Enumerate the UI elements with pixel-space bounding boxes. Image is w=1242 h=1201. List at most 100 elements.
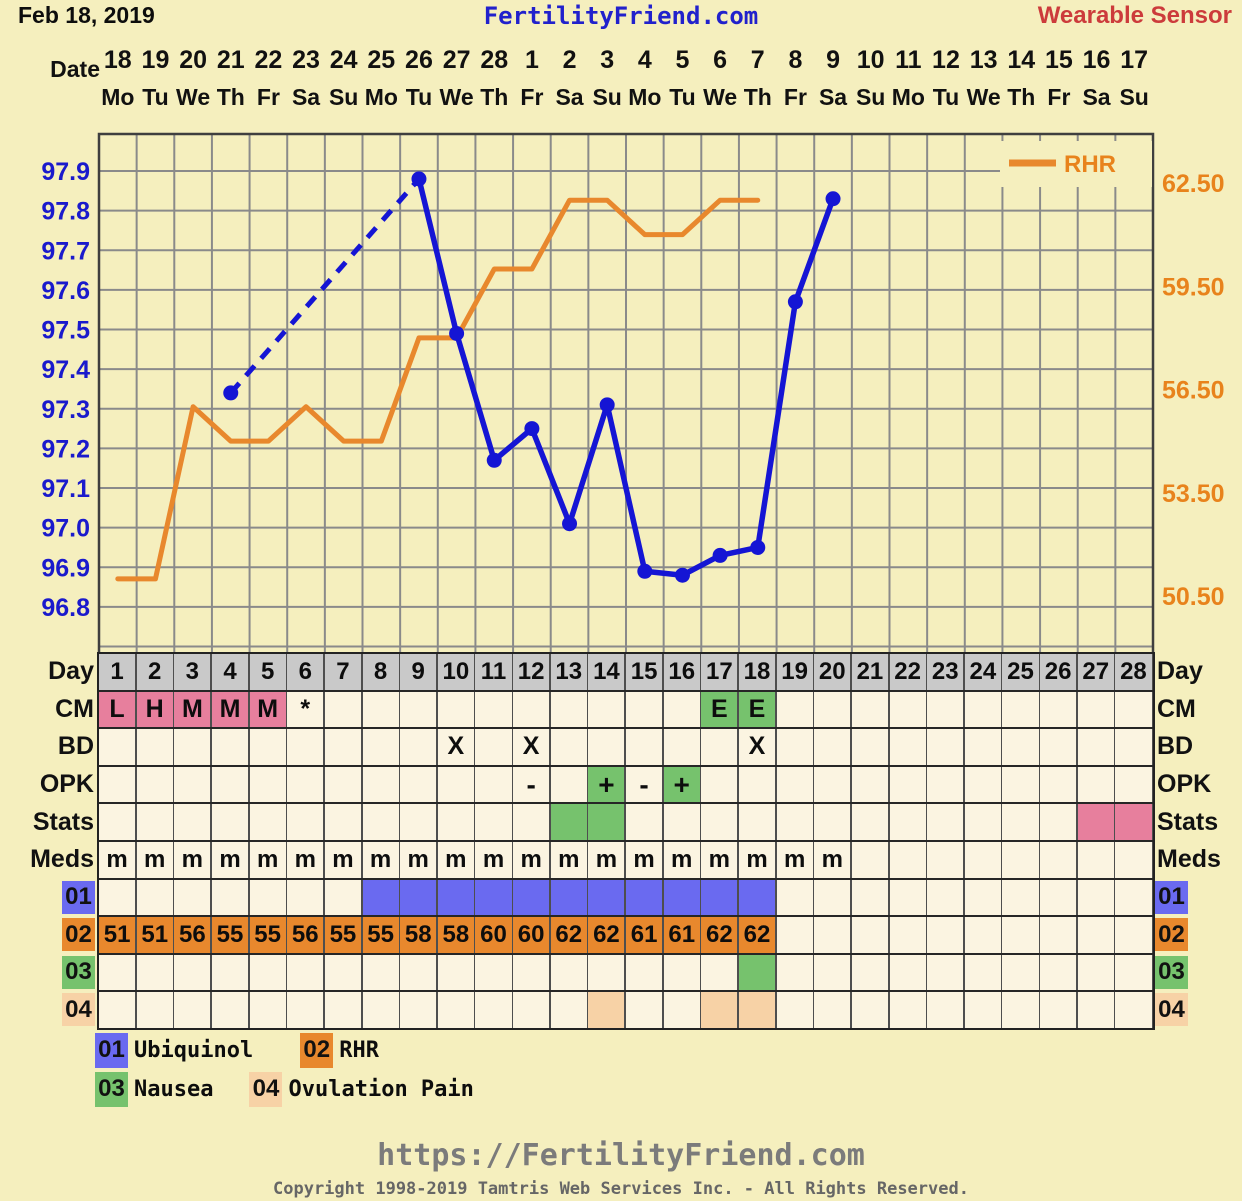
weekday-column-label: We bbox=[439, 84, 474, 110]
bd-cell-day-23 bbox=[926, 728, 965, 766]
m02-cell-day-6: 56 bbox=[286, 916, 325, 954]
footer-url[interactable]: https://FertilityFriend.com bbox=[377, 1138, 865, 1173]
cm-cell-day-19 bbox=[775, 690, 814, 729]
date-column-label: 23 bbox=[292, 46, 320, 74]
m02-cell-day-27 bbox=[1076, 916, 1115, 954]
svg-text:97.9: 97.9 bbox=[41, 158, 90, 186]
stats-cell-day-3 bbox=[173, 803, 212, 841]
cm-cell-day-10 bbox=[436, 690, 475, 729]
m04-cell-day-24 bbox=[963, 991, 1002, 1029]
meds-cell-day-22 bbox=[888, 841, 927, 879]
stats-cell-day-20 bbox=[813, 803, 852, 841]
temp-line bbox=[416, 176, 836, 578]
date-column-label: 16 bbox=[1082, 46, 1111, 74]
weekday-column-label: Su bbox=[592, 84, 622, 110]
m01-cell-day-27 bbox=[1076, 878, 1115, 917]
stats-cell-day-11 bbox=[474, 803, 513, 841]
m02-cell-day-18: 62 bbox=[737, 916, 777, 954]
date-column-label: 15 bbox=[1044, 46, 1073, 74]
right-label-day: Day bbox=[1157, 657, 1203, 686]
m01-cell-day-4 bbox=[210, 878, 250, 917]
left-label-m01: 01 bbox=[62, 880, 95, 914]
m04-cell-day-26 bbox=[1039, 991, 1078, 1029]
opk-cell-day-23 bbox=[926, 765, 965, 804]
day-cell-day-4: 4 bbox=[210, 653, 250, 691]
m02-cell-day-8: 55 bbox=[361, 916, 400, 954]
meds-03-swatch: 03 bbox=[95, 1071, 128, 1107]
cm-cell-day-7 bbox=[323, 690, 362, 729]
m03-cell-day-6 bbox=[286, 953, 325, 992]
left-label-bd: BD bbox=[57, 732, 94, 761]
m01-cell-day-1 bbox=[98, 878, 137, 917]
m03-cell-day-12 bbox=[512, 953, 551, 992]
date-column-label: 10 bbox=[856, 46, 885, 74]
m02-cell-day-1: 51 bbox=[98, 916, 137, 954]
opk-cell-day-4 bbox=[210, 765, 250, 804]
meds-cell-day-10: m bbox=[436, 841, 475, 879]
bd-cell-day-11 bbox=[474, 728, 513, 766]
date-column-label: 4 bbox=[637, 46, 652, 74]
day-cell-day-13: 13 bbox=[549, 653, 588, 691]
bd-cell-day-2 bbox=[135, 728, 174, 766]
cm-cell-day-6: * bbox=[286, 690, 325, 729]
meds-cell-day-19: m bbox=[775, 841, 814, 879]
bd-cell-day-27 bbox=[1076, 728, 1115, 766]
date-column-label: 8 bbox=[788, 46, 803, 74]
date-column-label: 5 bbox=[675, 46, 690, 74]
m02-cell-day-20 bbox=[813, 916, 852, 954]
date-column-label: 20 bbox=[179, 46, 207, 74]
m03-cell-day-22 bbox=[888, 953, 927, 992]
m03-cell-day-23 bbox=[926, 953, 965, 992]
meds-cell-day-14: m bbox=[587, 841, 626, 879]
weekday-column-label: We bbox=[176, 84, 211, 110]
date-column-label: 2 bbox=[562, 46, 577, 74]
left-label-day: Day bbox=[48, 657, 94, 686]
cm-cell-day-15 bbox=[625, 690, 664, 729]
right-label-m04: 04 bbox=[1155, 993, 1188, 1027]
stats-cell-day-12 bbox=[512, 803, 551, 841]
opk-cell-day-27 bbox=[1076, 765, 1115, 804]
site-title: FertilityFriend.com bbox=[483, 2, 759, 30]
cm-cell-day-24 bbox=[963, 690, 1002, 729]
date-column-label: 6 bbox=[713, 46, 728, 74]
day-cell-day-27: 27 bbox=[1076, 653, 1115, 691]
m02-cell-day-22 bbox=[888, 916, 927, 954]
bbt-rhr-chart: 97.9 97.8 97.7 97.6 97.5 97.4 97.3 97.2 97.1 97.0… bbox=[41, 132, 1225, 657]
day-cell-day-21: 21 bbox=[850, 653, 889, 691]
m03-cell-day-28 bbox=[1114, 953, 1153, 992]
weekday-column-label: Fr bbox=[783, 84, 807, 110]
meds-cell-day-11: m bbox=[474, 841, 513, 879]
day-cell-day-24: 24 bbox=[963, 653, 1002, 691]
m03-cell-day-8 bbox=[361, 953, 400, 992]
m01-cell-day-28 bbox=[1114, 878, 1153, 917]
opk-cell-day-12: - bbox=[512, 765, 551, 804]
cm-cell-day-2: H bbox=[135, 690, 174, 729]
bd-cell-day-3 bbox=[173, 728, 212, 766]
day-cell-day-15: 15 bbox=[625, 653, 664, 691]
opk-cell-day-20 bbox=[813, 765, 852, 804]
day-cell-day-25: 25 bbox=[1001, 653, 1040, 691]
meds-cell-day-20: m bbox=[813, 841, 852, 879]
bd-cell-day-15 bbox=[625, 728, 664, 766]
opk-cell-day-22 bbox=[888, 765, 927, 804]
svg-text:97.1: 97.1 bbox=[41, 475, 90, 503]
m01-cell-day-12 bbox=[512, 878, 551, 917]
day-cell-day-6: 6 bbox=[286, 653, 325, 691]
left-label-m03: 03 bbox=[62, 955, 95, 989]
m04-cell-day-27 bbox=[1076, 991, 1115, 1029]
m02-cell-day-14: 62 bbox=[587, 916, 626, 954]
meds-01-label: Ubiquinol bbox=[134, 1037, 254, 1063]
opk-cell-day-28 bbox=[1114, 765, 1153, 804]
m03-cell-day-19 bbox=[775, 953, 814, 992]
meds-cell-day-1: m bbox=[98, 841, 137, 879]
svg-text:RHR: RHR bbox=[1064, 151, 1116, 178]
weekday-column-label: We bbox=[703, 84, 738, 110]
stats-cell-day-24 bbox=[963, 803, 1002, 841]
temp-axis-labels: 97.9 97.8 97.7 97.6 97.5 97.4 97.3 97.2 97.1 97.0… bbox=[41, 158, 90, 622]
m04-cell-day-7 bbox=[323, 991, 362, 1029]
stats-cell-day-9 bbox=[399, 803, 438, 841]
right-label-m03: 03 bbox=[1155, 955, 1188, 989]
opk-cell-day-26 bbox=[1039, 765, 1078, 804]
stats-cell-day-18 bbox=[737, 803, 777, 841]
m01-cell-day-9 bbox=[399, 878, 438, 917]
